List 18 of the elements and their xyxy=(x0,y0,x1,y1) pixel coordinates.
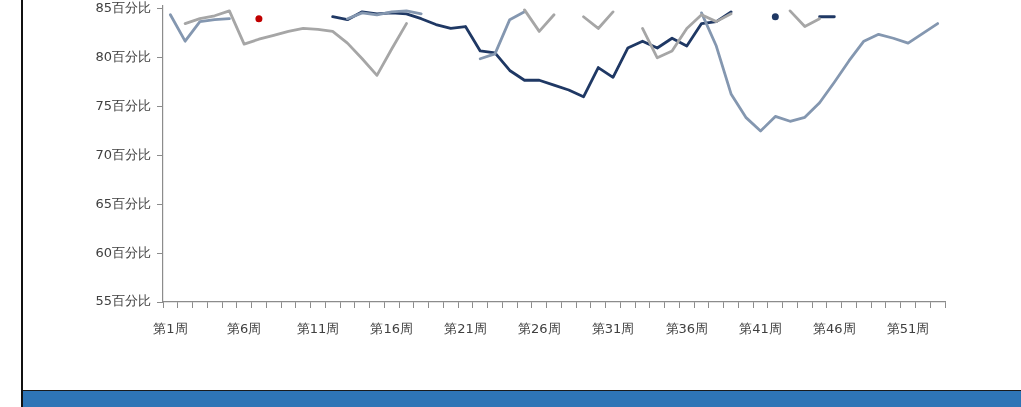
x-tick-label: 第1周 xyxy=(153,321,188,337)
y-tick-label: 75百分比 xyxy=(95,98,151,113)
x-tick-label: 第11周 xyxy=(296,321,340,337)
y-tick-label: 65百分比 xyxy=(95,195,151,211)
x-tick-label: 第36周 xyxy=(665,321,709,337)
x-tick-label: 第26周 xyxy=(517,321,561,337)
x-tick-label: 第51周 xyxy=(886,321,930,337)
x-tick-label: 第41周 xyxy=(739,321,782,337)
x-tick-label: 第46周 xyxy=(813,321,856,337)
y-tick-label: 70百分比 xyxy=(95,146,151,162)
x-tick-label: 第16周 xyxy=(370,321,413,337)
y-tick-label: 85百分比 xyxy=(95,0,151,16)
x-tick-label: 第21周 xyxy=(444,321,487,337)
y-tick-label: 55百分比 xyxy=(95,293,151,309)
x-tick-label: 第31周 xyxy=(591,321,635,337)
y-tick-label: 60百分比 xyxy=(95,244,151,260)
x-tick-label: 第6周 xyxy=(227,321,262,337)
y-tick-label: 80百分比 xyxy=(95,49,151,65)
